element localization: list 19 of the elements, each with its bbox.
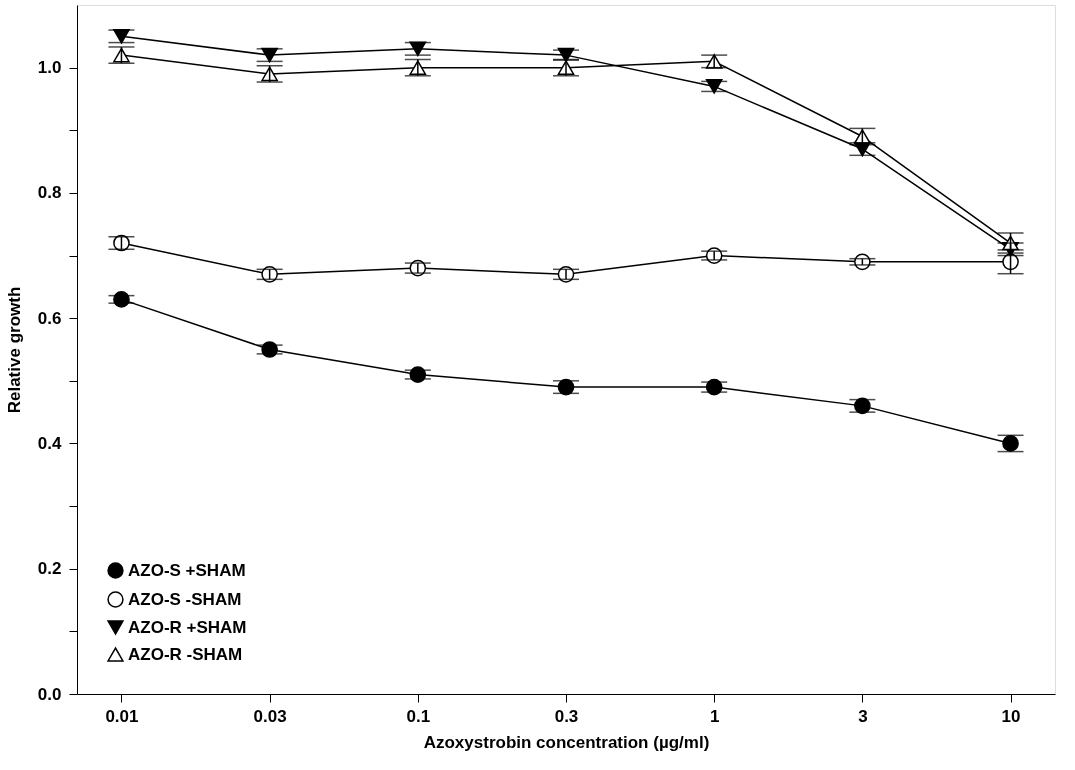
x-tick-label: 10 [1001, 706, 1021, 726]
x-tick-label: 1 [709, 706, 720, 726]
legend-label: AZO-R -SHAM [128, 644, 243, 664]
x-tick-label: 0.01 [105, 706, 139, 726]
x-tick-label: 3 [858, 706, 868, 726]
y-tick-label: 0.2 [37, 559, 62, 579]
y-tick-label: 0.8 [37, 183, 62, 203]
y-tick-label: 0.0 [37, 684, 62, 704]
legend-label: AZO-S -SHAM [128, 589, 242, 609]
x-tick-label: 0.3 [554, 706, 579, 726]
y-axis-title: Relative growth [4, 286, 24, 414]
x-tick-label: 0.03 [253, 706, 287, 726]
y-tick-label: 0.4 [37, 433, 63, 453]
legend-label: AZO-S +SHAM [128, 560, 246, 580]
x-axis-title: Azoxystrobin concentration (µg/ml) [423, 732, 710, 752]
x-tick-label: 0.1 [406, 706, 431, 726]
legend-label: AZO-R +SHAM [128, 617, 247, 637]
y-tick-label: 0.6 [37, 308, 62, 328]
y-tick-label: 1.0 [37, 58, 62, 78]
